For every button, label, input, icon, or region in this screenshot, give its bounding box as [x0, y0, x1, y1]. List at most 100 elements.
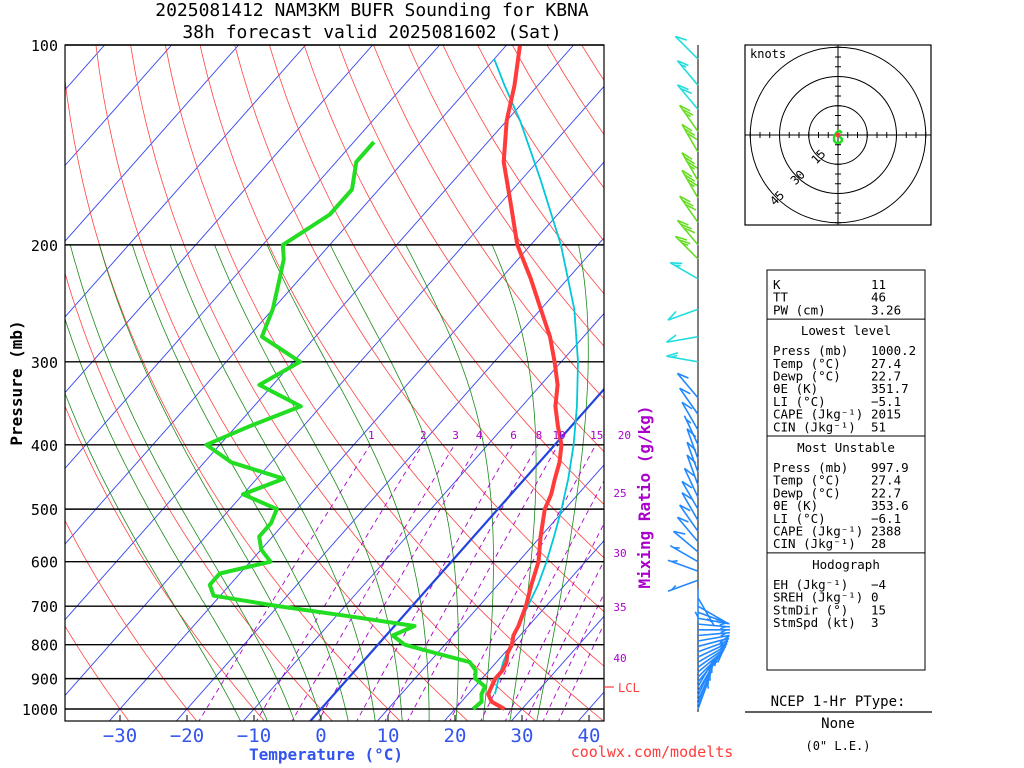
dry-adiabat-line [234, 45, 604, 613]
zero-isotherm [308, 387, 604, 721]
isotherm-line [65, 45, 440, 470]
wind-barb [681, 152, 699, 181]
index-value: 3 [871, 615, 879, 630]
index-value: 997.9 [871, 460, 909, 475]
index-value: 22.7 [871, 369, 901, 384]
wind-barb [676, 60, 699, 86]
indices-section-title: Most Unstable [797, 440, 895, 455]
dry-adiabat-line [407, 45, 604, 347]
temperature-tick-label: 40 [578, 725, 601, 747]
index-label: Temp (°C) [773, 356, 841, 371]
pressure-tick-label: 700 [31, 598, 58, 616]
mixing-ratio-label: 4 [476, 429, 483, 442]
dry-adiabat-line [65, 271, 333, 721]
wind-barb [667, 579, 699, 592]
wind-barb [697, 597, 715, 626]
index-value: 3.26 [871, 302, 901, 317]
wind-barb [676, 84, 699, 110]
index-value: −4 [871, 577, 886, 592]
index-value: −6.1 [871, 511, 901, 526]
indices-content: K 11 TT 46 PW (cm) 3.26 Lowest level Press (mb)… [767, 277, 925, 630]
pressure-tick-label: 100 [31, 37, 58, 55]
wind-barb [678, 387, 699, 415]
moist-adiabat-line [169, 244, 376, 721]
isotherm-line [65, 45, 373, 394]
temperature-tick-label: −10 [237, 725, 271, 747]
wind-barb [667, 308, 699, 321]
index-value: 27.4 [871, 356, 901, 371]
moist-adiabat-line [329, 244, 459, 721]
isotherm-line [443, 539, 604, 721]
wind-barb [674, 35, 699, 60]
index-label: Dewp (°C) [773, 369, 841, 384]
index-label: CIN (Jkg⁻¹) [773, 536, 856, 551]
mixing-ratio-line [291, 444, 455, 721]
index-value: 28 [871, 536, 886, 551]
wind-barb [683, 467, 699, 498]
wind-barb [666, 334, 699, 344]
wind-barb [672, 530, 699, 553]
indices-section-title: Hodograph [812, 557, 880, 572]
wind-barb [676, 219, 699, 246]
index-label: Temp (°C) [773, 473, 841, 488]
mixing-ratio-line [255, 444, 423, 721]
mixing-ratio-line [449, 444, 597, 721]
lcl-label: LCL [618, 681, 640, 695]
index-label: θE (K) [773, 381, 818, 396]
moist-adiabat-line [491, 244, 537, 721]
pressure-tick-label: 900 [31, 671, 58, 689]
temperature-tick-label: 20 [444, 725, 467, 747]
mixing-ratio-label: 15 [590, 429, 603, 442]
mixing-ratio-label: 8 [536, 429, 543, 442]
temperature-tick-label: −20 [170, 725, 204, 747]
pressure-lines [65, 44, 604, 710]
wind-barb [697, 631, 730, 637]
moist-adiabat-line [131, 244, 349, 721]
index-label: LI (°C) [773, 511, 826, 526]
credit-text: coolwx.com/modelts [571, 743, 734, 761]
ptype-note: (0" L.E.) [805, 739, 870, 753]
wind-barb [697, 653, 722, 678]
mixing-ratio-line [356, 444, 513, 721]
wind-barb [681, 480, 699, 510]
temperature-tick-label: 30 [511, 725, 534, 747]
wind-barb [683, 415, 699, 446]
index-value: 1000.2 [871, 343, 916, 358]
moist-adiabat-line [266, 244, 430, 721]
index-label: CAPE (Jkg⁻¹) [773, 524, 863, 539]
mixing-ratio-line [198, 444, 371, 721]
isotherm-line [65, 85, 604, 697]
dry-adiabat-line [65, 625, 130, 721]
mixing-ratio-label: 6 [510, 429, 517, 442]
index-value: 11 [871, 277, 886, 292]
mixing-ratio-label: 40 [613, 652, 626, 665]
mixing-ratio-line [317, 444, 479, 721]
pressure-tick-label: 500 [31, 501, 58, 519]
pressure-tick-labels: 100 200 300 400 500 600 700 800 900 1000 [22, 37, 58, 719]
index-value: 27.4 [871, 473, 901, 488]
moist-adiabat-line [65, 317, 268, 721]
isotherm-line [65, 45, 306, 318]
isotherm-line [376, 464, 604, 721]
wind-barb [678, 195, 699, 223]
mixing-ratio-line [542, 592, 604, 721]
wind-barb [666, 351, 699, 363]
index-label: Press (mb) [773, 343, 848, 358]
index-value: 15 [871, 602, 886, 617]
dry-adiabat-line [338, 45, 604, 453]
index-label: Press (mb) [773, 460, 848, 475]
temperature-tick-labels: −30 −20 −10 0 10 20 30 40 [103, 715, 601, 747]
hodograph-units-label: knots [750, 47, 786, 61]
wind-barb [697, 605, 727, 623]
dry-adiabat-line [442, 45, 604, 295]
wind-barb [697, 617, 730, 626]
index-label: TT [773, 290, 789, 305]
y-axis-label: Pressure (mb) [7, 320, 26, 445]
index-label: StmDir (°) [773, 602, 848, 617]
hodograph-storm-motion [835, 132, 841, 138]
moist-adiabat-line [214, 244, 403, 721]
index-label: PW (cm) [773, 302, 826, 317]
dry-adiabat-line [164, 45, 604, 721]
pressure-tick-label: 200 [31, 237, 58, 255]
wind-barb [676, 516, 699, 543]
